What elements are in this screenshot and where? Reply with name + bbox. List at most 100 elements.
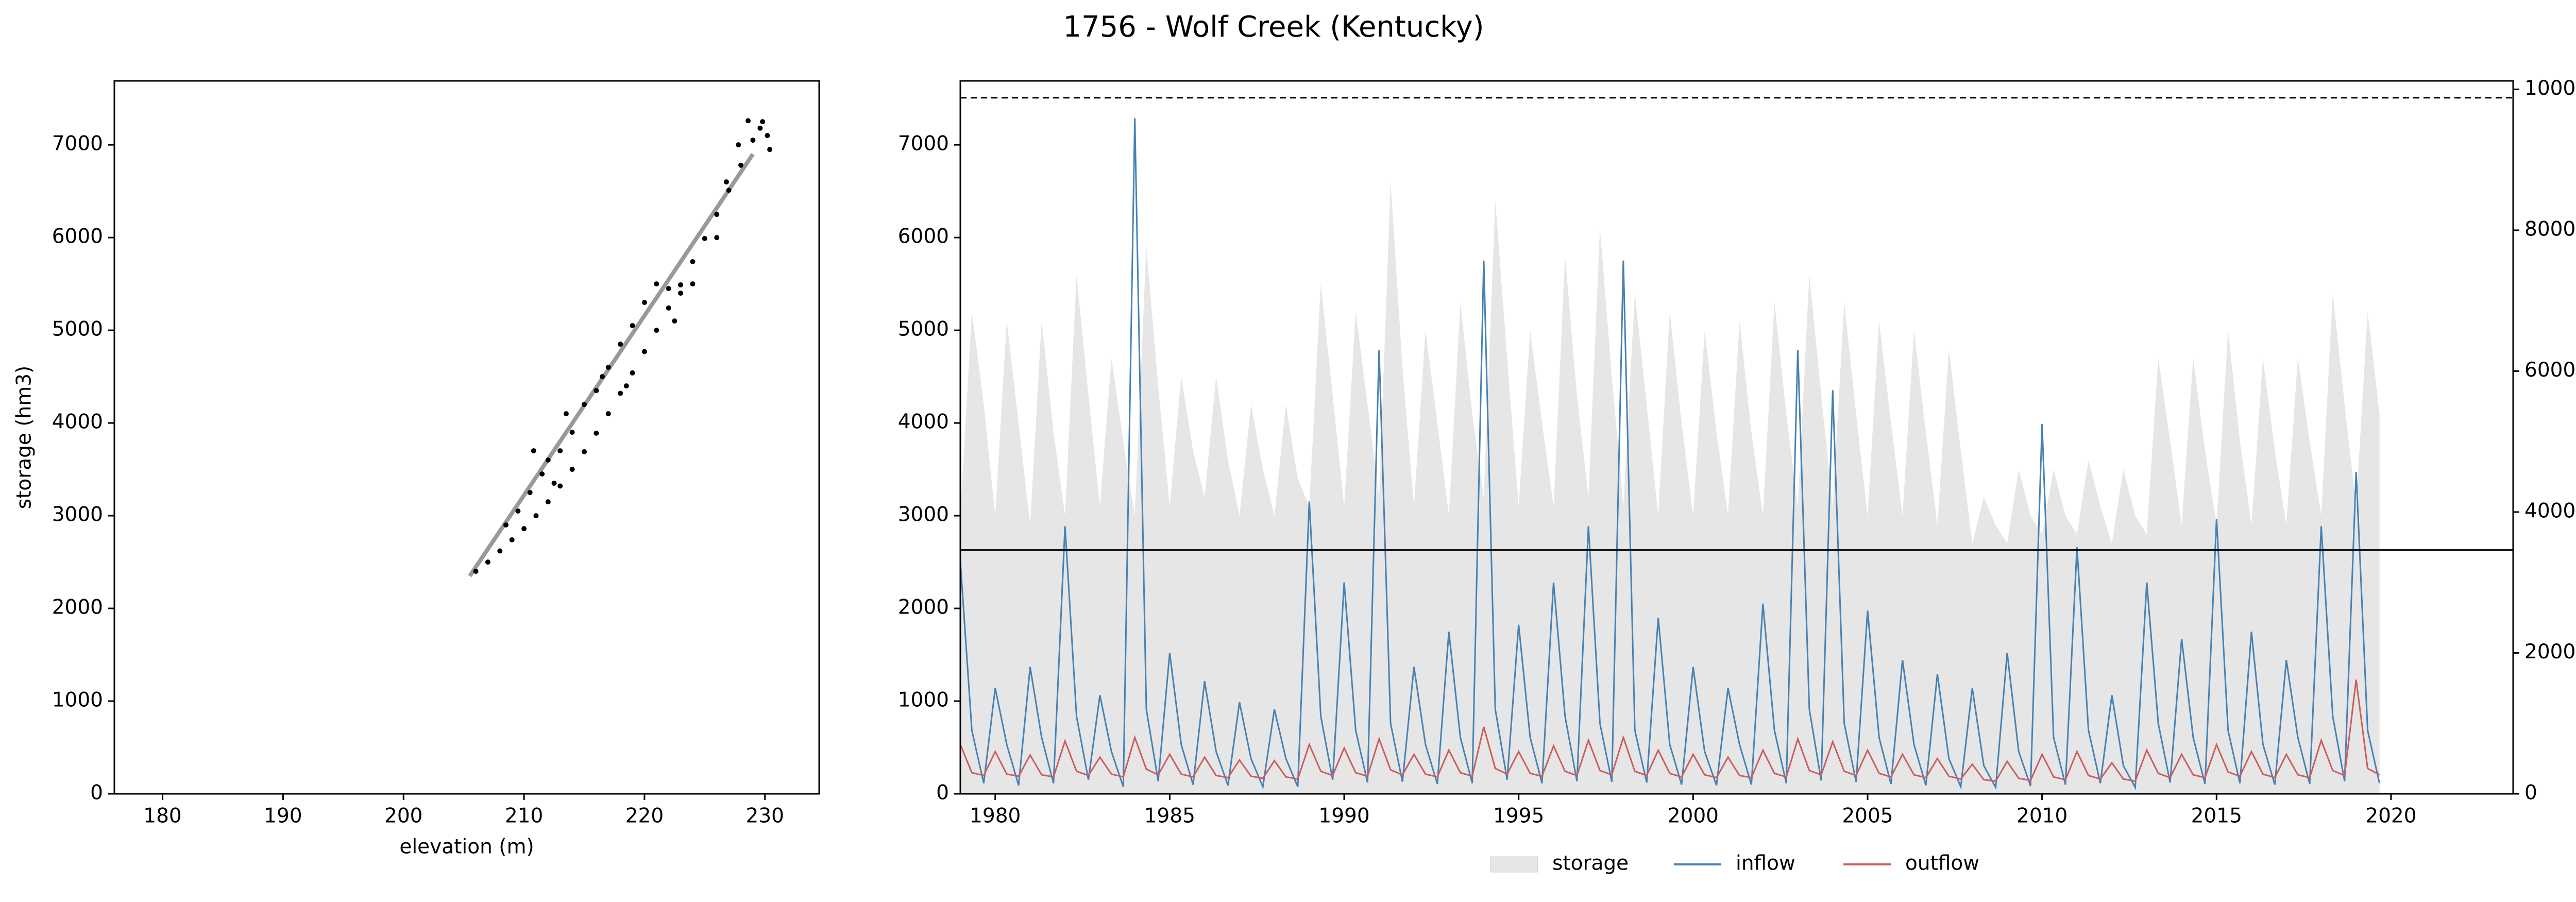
point xyxy=(765,133,770,139)
point xyxy=(750,138,756,143)
x-tick-label: 2010 xyxy=(2016,805,2067,828)
y-tick-label: 0 xyxy=(90,781,103,805)
point xyxy=(736,142,741,148)
point xyxy=(623,383,629,389)
point xyxy=(569,467,575,472)
point xyxy=(557,448,563,454)
point xyxy=(594,430,599,436)
y-tick-label: 1000 xyxy=(898,689,949,712)
y-tick-label: 6000 xyxy=(898,225,949,248)
point xyxy=(485,559,490,565)
x-tick-label: 2020 xyxy=(2365,805,2416,828)
y-tick-label: 2000 xyxy=(52,596,103,619)
point xyxy=(545,457,551,463)
point xyxy=(745,118,751,124)
y-tick-label: 7000 xyxy=(898,132,949,156)
point xyxy=(473,569,479,574)
point xyxy=(678,282,684,287)
x-axis-label: elevation (m) xyxy=(399,836,534,859)
point xyxy=(690,281,696,287)
fit-line xyxy=(468,152,755,577)
x-tick-label: 180 xyxy=(143,805,181,828)
point xyxy=(557,483,563,489)
point xyxy=(641,300,647,305)
y-tick-label: 4000 xyxy=(52,411,103,434)
x-tick-label: 230 xyxy=(746,805,784,828)
legend-patch xyxy=(1490,856,1538,873)
point xyxy=(714,212,720,217)
point xyxy=(672,318,677,324)
point xyxy=(630,323,635,329)
point xyxy=(690,259,696,264)
point xyxy=(714,235,720,241)
y-tick-label: 7000 xyxy=(52,132,103,156)
point xyxy=(539,471,545,477)
point xyxy=(726,188,732,193)
y-tick-label: 1000 xyxy=(52,689,103,712)
y-tick-label: 3000 xyxy=(52,503,103,526)
point xyxy=(630,370,635,376)
x-tick-label: 2015 xyxy=(2191,805,2242,828)
y2-tick-label: 2000 xyxy=(2524,640,2575,663)
figure-title: 1756 - Wolf Creek (Kentucky) xyxy=(1063,10,1484,44)
point xyxy=(533,513,539,519)
flow-line xyxy=(960,679,2380,782)
point xyxy=(767,147,773,152)
y-tick-label: 6000 xyxy=(52,225,103,248)
y-tick-label: 4000 xyxy=(898,411,949,434)
point xyxy=(760,119,766,125)
y-tick-label: 2000 xyxy=(898,596,949,619)
y2-tick-label: 4000 xyxy=(2524,499,2575,522)
axes-frame xyxy=(959,80,2514,795)
point xyxy=(600,374,605,380)
point xyxy=(738,162,743,168)
point xyxy=(503,522,509,528)
x-tick-label: 2005 xyxy=(1842,805,1893,828)
y-tick-label: 5000 xyxy=(52,318,103,341)
x-tick-label: 200 xyxy=(384,805,422,828)
point xyxy=(582,449,587,454)
y-tick-label: 0 xyxy=(936,781,949,805)
legend-label: storage xyxy=(1552,852,1629,875)
flow-line xyxy=(960,118,2381,791)
point xyxy=(666,305,671,311)
point xyxy=(545,499,551,505)
point xyxy=(531,448,536,454)
axes-frame xyxy=(113,80,820,795)
y-tick-label: 3000 xyxy=(898,503,949,526)
point xyxy=(497,548,503,554)
plot-area xyxy=(960,118,2381,794)
y2-tick-label: 8000 xyxy=(2524,217,2575,241)
point xyxy=(551,481,557,486)
legend-label: inflow xyxy=(1736,852,1795,875)
x-tick-label: 2000 xyxy=(1668,805,1719,828)
point xyxy=(582,402,587,407)
y2-tick-label: 0 xyxy=(2524,781,2537,805)
x-tick-label: 1995 xyxy=(1493,805,1544,828)
point xyxy=(527,490,533,496)
y-tick-label: 5000 xyxy=(898,318,949,341)
point xyxy=(678,291,684,296)
point xyxy=(702,235,707,241)
point xyxy=(757,125,763,131)
x-tick-label: 190 xyxy=(264,805,302,828)
y-axis-label: storage (hm3) xyxy=(13,366,36,509)
legend-label: outflow xyxy=(1905,852,1979,875)
y2-tick-label: 10000 xyxy=(2524,77,2576,100)
point xyxy=(563,411,569,417)
plot-area xyxy=(468,118,773,577)
point xyxy=(666,286,671,292)
x-tick-label: 1985 xyxy=(1144,805,1195,828)
point xyxy=(605,411,611,417)
point xyxy=(605,365,611,370)
point xyxy=(594,388,599,394)
storage-area xyxy=(960,182,2380,794)
point xyxy=(569,430,575,435)
x-tick-label: 220 xyxy=(625,805,664,828)
point xyxy=(618,390,623,396)
x-tick-label: 1980 xyxy=(970,805,1021,828)
point xyxy=(618,342,623,347)
point xyxy=(521,526,527,532)
point xyxy=(654,328,659,333)
point xyxy=(509,537,515,542)
